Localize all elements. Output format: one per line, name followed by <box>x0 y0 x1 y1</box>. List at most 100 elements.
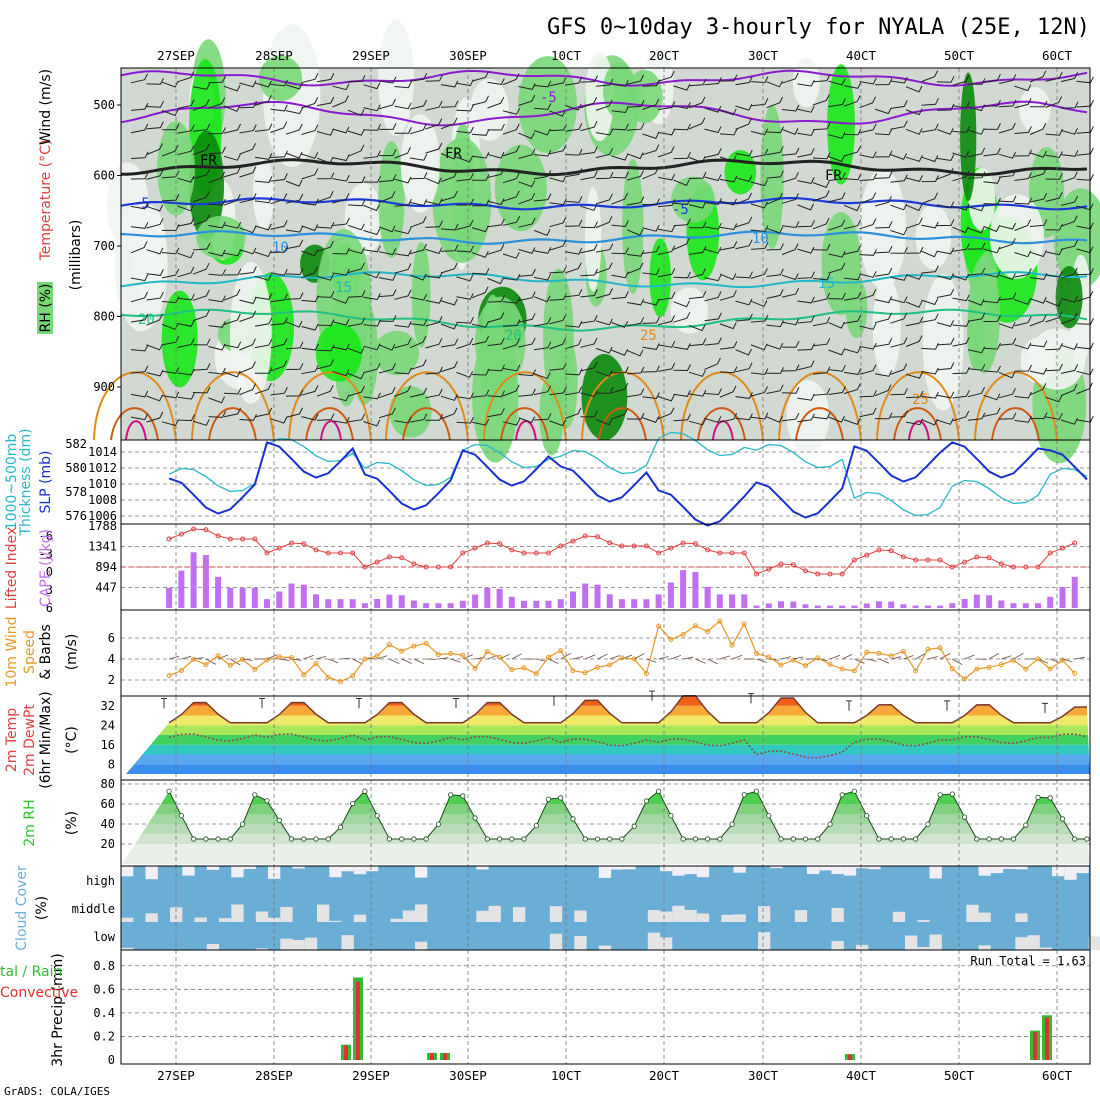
cloud-gap <box>255 911 269 922</box>
wind-barb <box>998 387 1016 399</box>
wind-barb <box>921 313 939 323</box>
wind-barb <box>657 199 676 208</box>
wind-barb <box>859 123 877 134</box>
lifted-index-point <box>1072 540 1078 546</box>
wind-barb <box>208 127 226 135</box>
wind-barb <box>657 315 676 326</box>
cloud-gap <box>917 920 930 922</box>
lifted-index-point <box>1047 550 1053 556</box>
wind-barb <box>874 384 892 397</box>
cloud-gap <box>1052 866 1065 877</box>
ytick-label-slp: 1014 <box>88 445 117 459</box>
cloud-gap <box>990 866 1004 874</box>
wind-barb <box>766 96 784 109</box>
cloud-gap <box>415 866 428 878</box>
cloud-gap <box>206 944 220 950</box>
wind-barb-10m <box>952 658 963 666</box>
wind-barb <box>828 364 846 372</box>
cape-bar <box>606 594 613 608</box>
wind-barb <box>1045 128 1063 136</box>
wind-barb <box>983 225 1000 233</box>
wind-barb <box>781 72 799 84</box>
wind-barb-10m <box>927 656 938 660</box>
cape-bar <box>863 603 870 608</box>
wind-barb <box>549 144 567 155</box>
wind-barb <box>1060 312 1078 325</box>
wind-barb <box>611 106 629 114</box>
cloud-gap <box>1015 866 1028 870</box>
wind-barb <box>347 109 365 116</box>
date-label-bottom: 10CT <box>551 1068 582 1083</box>
wind-barb <box>998 122 1016 134</box>
wind-barb <box>347 176 366 184</box>
cape-bar <box>227 587 234 608</box>
rh-fill-group <box>121 791 1090 864</box>
wind-barb <box>998 151 1016 159</box>
wind-barb <box>936 76 955 83</box>
wind-barb <box>967 267 986 276</box>
wind-barb <box>347 413 366 423</box>
wind-barb <box>208 343 226 351</box>
wind-barb <box>843 314 862 324</box>
cape-bar <box>251 587 258 608</box>
wind-barb <box>983 177 1001 184</box>
wind-barb <box>223 268 242 276</box>
wind-barb <box>409 99 428 110</box>
wind-barb <box>161 80 179 88</box>
wind-barb <box>363 271 381 279</box>
wind-barb-10m <box>731 654 743 660</box>
wind-barb <box>301 295 319 303</box>
wind-barb <box>859 342 877 350</box>
wind-barb <box>456 274 474 282</box>
wind-barb <box>580 146 598 155</box>
wind-barb <box>425 388 443 399</box>
cloud-gap <box>1076 866 1089 874</box>
lifted-index-point <box>472 545 478 551</box>
rh-shade <box>1028 328 1086 390</box>
wind-barb <box>859 390 877 398</box>
isotherm-25 <box>385 371 469 441</box>
wind-barb <box>967 363 986 371</box>
wind-barb <box>394 385 412 397</box>
wind10-speed-label: Speed <box>22 630 38 674</box>
wind-barb <box>316 221 335 229</box>
cape-bar <box>912 605 919 608</box>
rh-legend-swatch <box>37 282 53 334</box>
wind-barb <box>766 415 783 423</box>
cloud-gap <box>329 866 342 878</box>
wind-barb <box>843 383 861 395</box>
wind-barb <box>781 172 799 183</box>
wind-barb <box>487 337 505 347</box>
wind-barb <box>161 109 179 117</box>
wind-barb <box>766 268 784 277</box>
wind-barb <box>859 173 877 181</box>
rh-band <box>121 824 1090 834</box>
wind-barb <box>223 407 242 418</box>
wind-barb <box>688 96 706 109</box>
rh-axis-label: RH (%) <box>38 284 54 333</box>
cloud-gap <box>611 866 624 870</box>
wind-barb <box>363 228 381 236</box>
wind-barb <box>843 346 861 354</box>
wind-barb <box>564 262 582 274</box>
wind-barb-10m <box>242 658 253 661</box>
cloud-gap <box>170 907 183 922</box>
rh-shade <box>872 276 901 378</box>
wind-barb <box>921 98 939 106</box>
wind-barb <box>735 313 753 322</box>
cape-bar <box>790 601 797 608</box>
cloud-gap <box>733 866 746 873</box>
wind-barb <box>890 76 908 84</box>
cape-bar <box>215 576 222 608</box>
wind-barb <box>952 170 970 182</box>
lifted-index-point <box>851 557 857 563</box>
wind-barb <box>316 273 334 281</box>
wind-barb <box>890 388 908 396</box>
wind-barb <box>874 196 892 207</box>
wind-barb <box>936 247 955 255</box>
wind-barb <box>719 128 738 136</box>
wind-barb <box>750 98 769 107</box>
wind-barb <box>1029 219 1048 227</box>
wind-barb <box>223 387 242 395</box>
wind-barb <box>440 170 458 183</box>
